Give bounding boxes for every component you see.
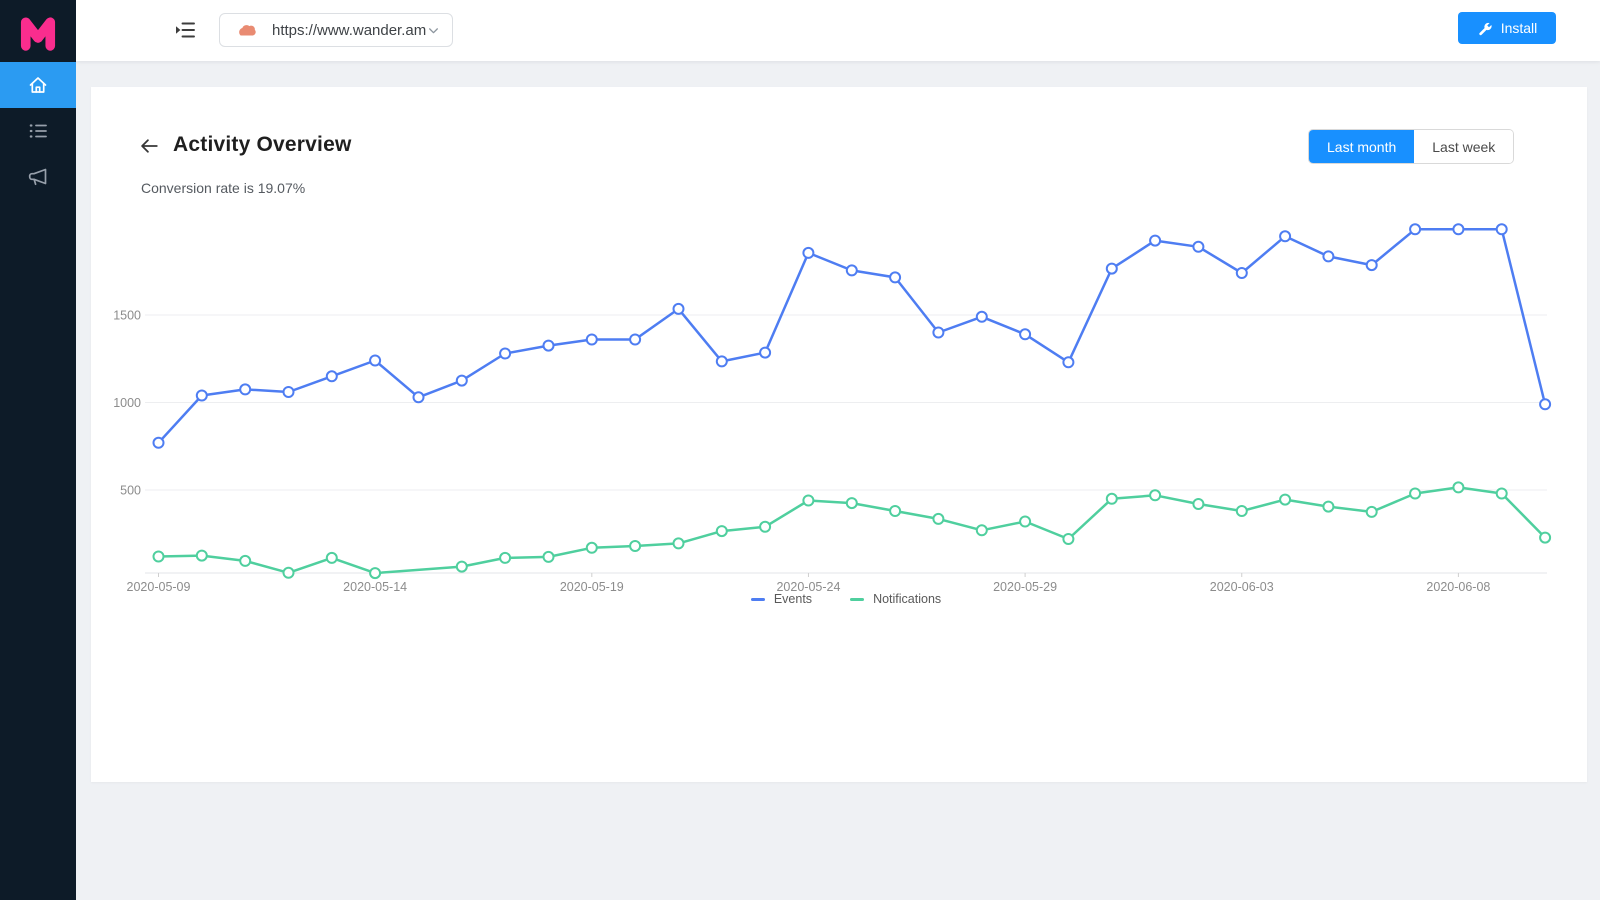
- menu-unfold-icon: [176, 22, 195, 38]
- svg-text:2020-05-09: 2020-05-09: [127, 580, 191, 594]
- legend-label: Events: [773, 592, 813, 606]
- legend-item-notifications[interactable]: Notifications: [850, 592, 941, 606]
- site-url: https://www.wander.am: [272, 21, 427, 39]
- megaphone-icon: [28, 168, 47, 186]
- topbar: https://www.wander.am Install: [76, 0, 1600, 61]
- conversion-rate-text: Conversion rate is 19.07%: [141, 180, 306, 196]
- range-last-week-button[interactable]: Last week: [1414, 130, 1514, 163]
- sidebar-toggle-button[interactable]: [172, 18, 198, 44]
- app-logo[interactable]: [0, 0, 76, 62]
- site-favicon-icon: [239, 25, 256, 36]
- logo-m-icon: [20, 17, 56, 51]
- list-icon: [29, 124, 47, 138]
- home-icon: [29, 77, 47, 93]
- svg-text:500: 500: [120, 484, 141, 498]
- svg-text:1500: 1500: [113, 309, 141, 323]
- range-toggle: Last month Last week: [1309, 130, 1514, 163]
- svg-text:2020-06-03: 2020-06-03: [1210, 580, 1274, 594]
- range-last-month-button[interactable]: Last month: [1309, 130, 1415, 163]
- svg-text:2020-05-29: 2020-05-29: [993, 580, 1057, 594]
- sidebar-item-list[interactable]: [0, 108, 76, 154]
- svg-text:2020-05-19: 2020-05-19: [560, 580, 624, 594]
- sidebar-nav: [0, 62, 76, 200]
- sidebar: [0, 0, 76, 900]
- install-button-label: Install: [1500, 20, 1538, 36]
- legend-dash-icon: [750, 597, 765, 601]
- activity-chart: 500 1000 1500 2020-05-09 2020-05-14 2020-05-1…: [91, 87, 1587, 647]
- legend-dash-icon: [850, 597, 865, 601]
- wrench-icon: [1479, 22, 1492, 35]
- site-selector-dropdown[interactable]: https://www.wander.am: [219, 13, 453, 47]
- svg-text:2020-05-24: 2020-05-24: [776, 580, 840, 594]
- svg-text:2020-05-14: 2020-05-14: [343, 580, 407, 594]
- install-button[interactable]: Install: [1458, 12, 1556, 44]
- page-title: Activity Overview: [173, 133, 352, 156]
- back-button[interactable]: [137, 135, 161, 159]
- legend-label: Notifications: [873, 592, 942, 606]
- svg-text:1000: 1000: [113, 396, 141, 410]
- legend-item-events[interactable]: Events: [750, 592, 813, 606]
- sidebar-item-announcements[interactable]: [0, 154, 76, 200]
- content-card: Activity Overview Last month Last week C…: [91, 87, 1587, 782]
- chart-legend: Events Notifications: [145, 592, 1547, 606]
- svg-text:2020-06-08: 2020-06-08: [1426, 580, 1490, 594]
- back-arrow-icon: [141, 139, 158, 153]
- chevron-down-icon: [429, 27, 438, 33]
- sidebar-item-home[interactable]: [0, 62, 76, 108]
